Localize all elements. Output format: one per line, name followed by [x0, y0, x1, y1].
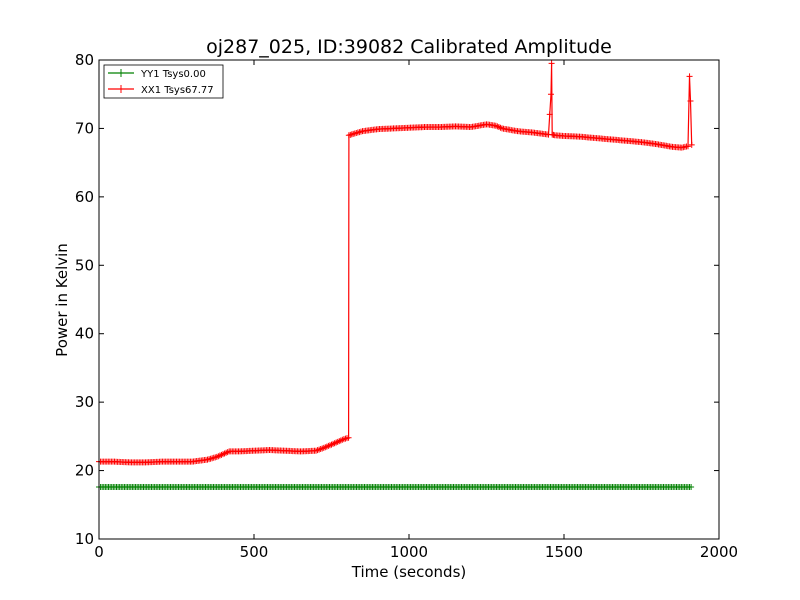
data-point: [688, 141, 695, 148]
data-point: [686, 73, 693, 80]
data-point: [548, 60, 555, 67]
data-point: [688, 483, 695, 490]
data-point: [547, 91, 554, 98]
x-tick-label-1: 500: [240, 543, 269, 561]
y-tick-label-0: 10: [75, 530, 94, 548]
y-tick-label-6: 70: [75, 119, 94, 137]
data-point: [345, 434, 352, 441]
x-tick-label-2: 1000: [390, 543, 428, 561]
legend-label-1: XX1 Tsys67.77: [141, 85, 214, 96]
data-point: [685, 143, 691, 150]
y-axis-label: Power in Kelvin: [53, 243, 71, 357]
y-axis: 10 20 30 40 50 60 70 80: [75, 51, 719, 548]
x-tick-label-4: 2000: [700, 543, 738, 561]
legend-box: [103, 64, 224, 99]
data-point: [546, 111, 553, 118]
legend-label-0: YY1 Tsys0.00: [140, 69, 206, 80]
y-tick-label-7: 80: [75, 51, 94, 69]
chart-title: oj287_025, ID:39082 Calibrated Amplitude: [206, 36, 612, 58]
y-tick-label-3: 40: [75, 325, 94, 343]
x-tick-label-3: 1500: [545, 543, 583, 561]
data-point: [687, 98, 694, 105]
y-tick-label-1: 20: [75, 462, 94, 480]
plot-area: [96, 60, 695, 490]
series-1: [96, 60, 695, 466]
legend-marker-1: [117, 85, 125, 93]
legend-marker-0: [117, 69, 125, 77]
x-axis: 0 500 1000 1500 2000: [94, 60, 738, 561]
y-tick-label-4: 50: [75, 256, 94, 274]
x-axis-label: Time (seconds): [351, 563, 467, 581]
y-tick-label-5: 60: [75, 188, 94, 206]
y-tick-label-2: 30: [75, 393, 94, 411]
series-markers-0: [96, 483, 695, 490]
x-tick-label-0: 0: [94, 543, 104, 561]
legend: YY1 Tsys0.00 XX1 Tsys67.77: [103, 64, 224, 99]
series-0: [96, 483, 695, 490]
series-markers-1: [96, 60, 695, 466]
